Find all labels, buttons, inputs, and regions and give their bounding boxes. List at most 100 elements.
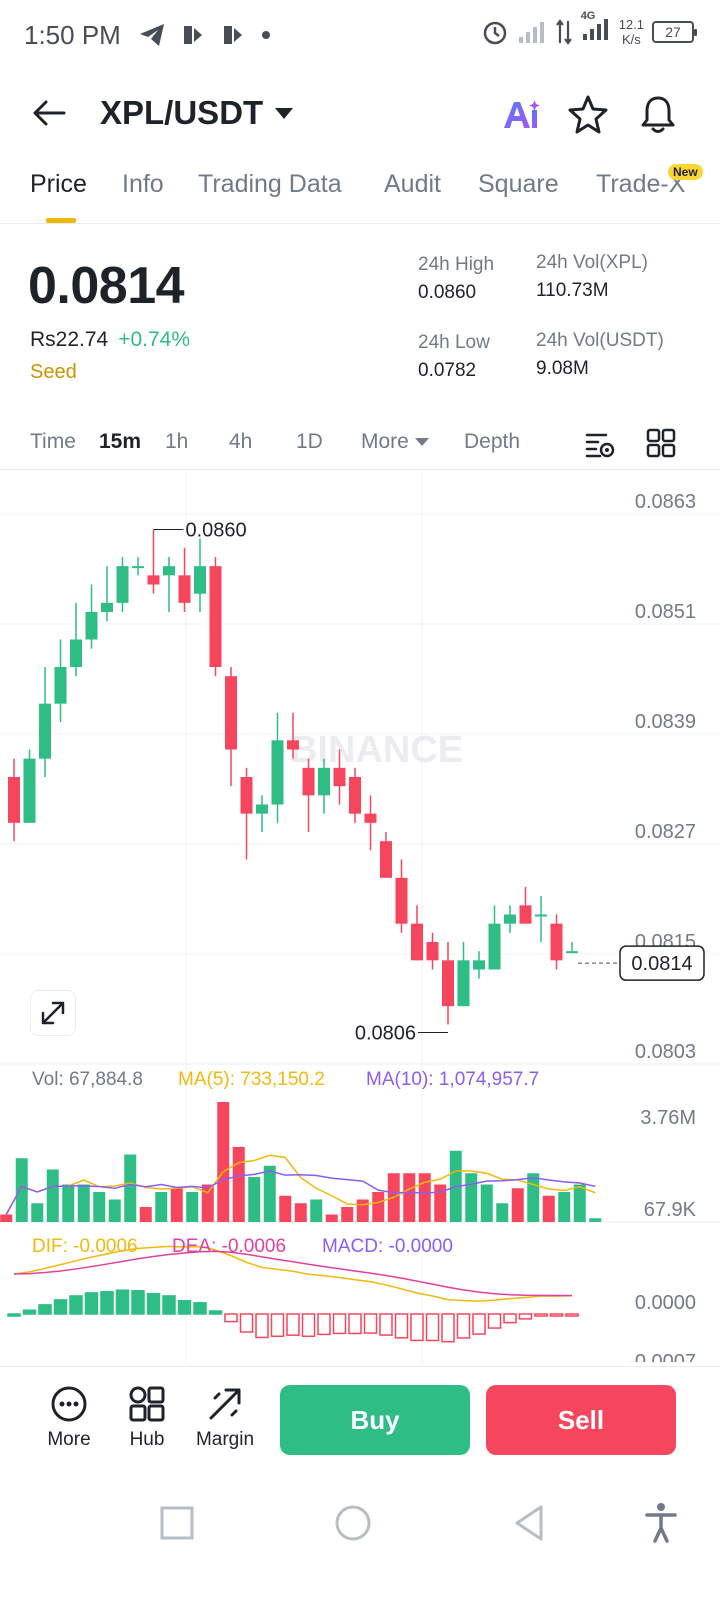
- price-chart[interactable]: BINANCE 0.08630.08510.08390.08270.08150.…: [0, 472, 720, 1362]
- macd-histogram-bar: [379, 1313, 393, 1336]
- volume-bar: [217, 1102, 230, 1222]
- tab-bar: Price Info Trading Data Audit Square Tra…: [0, 164, 720, 224]
- macd-histogram-bar: [255, 1313, 269, 1339]
- candle-body: [504, 914, 516, 924]
- candle-body: [488, 923, 501, 970]
- buy-button[interactable]: Buy: [280, 1385, 470, 1455]
- stat-24h-low: 24h Low 0.0782: [418, 332, 490, 381]
- interval-more[interactable]: More: [361, 430, 429, 454]
- volume-bar: [248, 1177, 261, 1222]
- candle-body: [442, 960, 454, 1007]
- volume-tick-label: 67.9K: [644, 1199, 697, 1221]
- last-price: 0.0814: [28, 257, 185, 315]
- macd-histogram-bar: [301, 1313, 316, 1338]
- min-price-label: 0.0806: [355, 1023, 416, 1045]
- candle-body: [256, 804, 268, 814]
- candle-body: [457, 960, 470, 1007]
- recents-icon[interactable]: [152, 1498, 202, 1548]
- candle-body: [70, 639, 82, 667]
- ma5-indicator: MA(5): 733,150.2: [178, 1069, 325, 1090]
- candles: [8, 529, 578, 1025]
- interval-15m[interactable]: 15m: [99, 430, 142, 453]
- pair-title: XPL/USDT: [100, 94, 264, 131]
- accessibility-icon[interactable]: [636, 1498, 686, 1548]
- chart-settings-icon[interactable]: [584, 428, 616, 460]
- volume-bar: [77, 1184, 90, 1222]
- status-time: 1:50 PM: [24, 20, 121, 50]
- more-dots-icon: [51, 1386, 87, 1422]
- ai-icon[interactable]: [500, 94, 542, 136]
- volume-bar: [62, 1184, 75, 1222]
- macd-histogram-bar: [286, 1313, 300, 1336]
- macd-histogram-bar: [363, 1313, 378, 1334]
- tab-info[interactable]: Info: [122, 170, 164, 198]
- volume-bar: [155, 1192, 168, 1222]
- sell-button[interactable]: Sell: [486, 1385, 676, 1455]
- stat-24h-vol-quote: 24h Vol(USDT) 9.08M: [536, 330, 664, 379]
- more-button[interactable]: More: [34, 1385, 104, 1451]
- seed-tag[interactable]: Seed: [30, 361, 77, 383]
- interval-depth[interactable]: Depth: [464, 430, 521, 453]
- volume-bar: [139, 1207, 152, 1222]
- hub-button[interactable]: Hub: [112, 1385, 182, 1451]
- candle-body: [54, 667, 67, 704]
- network-type-label: 4G: [580, 10, 596, 22]
- header: XPL/USDT: [0, 84, 720, 144]
- candle-body: [271, 740, 284, 805]
- status-notification-icons: [138, 22, 272, 48]
- data-transfer-icon: [555, 18, 572, 45]
- macd-histogram-bar: [549, 1313, 564, 1317]
- candle-body: [333, 767, 346, 787]
- interval-time[interactable]: Time: [30, 430, 76, 453]
- star-icon[interactable]: [566, 92, 610, 136]
- back-icon[interactable]: [504, 1498, 554, 1548]
- interval-1h[interactable]: 1h: [165, 430, 189, 453]
- candle-body: [535, 914, 547, 917]
- macd-histogram-bar: [38, 1304, 52, 1315]
- expand-icon: [41, 1001, 65, 1025]
- candle-body: [194, 566, 206, 594]
- volume-bar: [310, 1199, 323, 1222]
- tab-audit[interactable]: Audit: [384, 170, 441, 198]
- candle-body: [411, 923, 423, 961]
- dif-indicator: DIF: -0.0006: [32, 1236, 138, 1257]
- margin-button[interactable]: Margin: [190, 1385, 260, 1451]
- macd-histogram-bar: [146, 1292, 161, 1315]
- tab-price[interactable]: Price: [30, 170, 87, 198]
- candle-body: [395, 877, 408, 924]
- volume-bar: [263, 1165, 276, 1222]
- macd-histogram-bar: [394, 1313, 409, 1339]
- fullscreen-button[interactable]: [30, 990, 76, 1036]
- volume-chart: 3.76M 67.9K: [0, 1102, 697, 1222]
- macd-histogram-bar: [472, 1313, 486, 1335]
- grid-layout-icon[interactable]: [646, 428, 676, 458]
- macd-histogram-bar: [332, 1313, 347, 1335]
- last-price-tag: [619, 945, 705, 981]
- price-tick-label: 0.0863: [635, 491, 696, 513]
- macd-histogram-bar: [22, 1309, 37, 1315]
- macd-histogram-bar: [84, 1292, 99, 1315]
- pair-selector[interactable]: XPL/USDT: [100, 94, 294, 132]
- volume-bar: [511, 1188, 524, 1222]
- macd-histogram-bar: [115, 1289, 130, 1315]
- tab-trading-data[interactable]: Trading Data: [198, 170, 342, 198]
- margin-icon: [209, 1388, 241, 1420]
- home-icon[interactable]: [328, 1498, 378, 1548]
- signal-4g-icon: [582, 19, 608, 40]
- interval-4h[interactable]: 4h: [229, 430, 253, 453]
- tab-square[interactable]: Square: [478, 170, 559, 198]
- local-price: Rs22.74: [30, 328, 109, 351]
- dot-icon: [262, 31, 270, 39]
- macd-histogram-bar: [441, 1313, 455, 1343]
- signal-icon: [518, 21, 544, 43]
- candle-body: [116, 566, 129, 603]
- chart-annotations: 0.0860 0.0806 0.0814: [153, 520, 705, 1045]
- interval-1d[interactable]: 1D: [296, 430, 323, 453]
- candle-body: [163, 566, 175, 576]
- macd-tick-label: 0.0000: [635, 1292, 696, 1314]
- bell-icon[interactable]: [636, 92, 680, 136]
- volume-bar: [124, 1154, 137, 1222]
- back-arrow-icon[interactable]: [28, 92, 70, 134]
- macd-histogram-bar: [100, 1290, 114, 1315]
